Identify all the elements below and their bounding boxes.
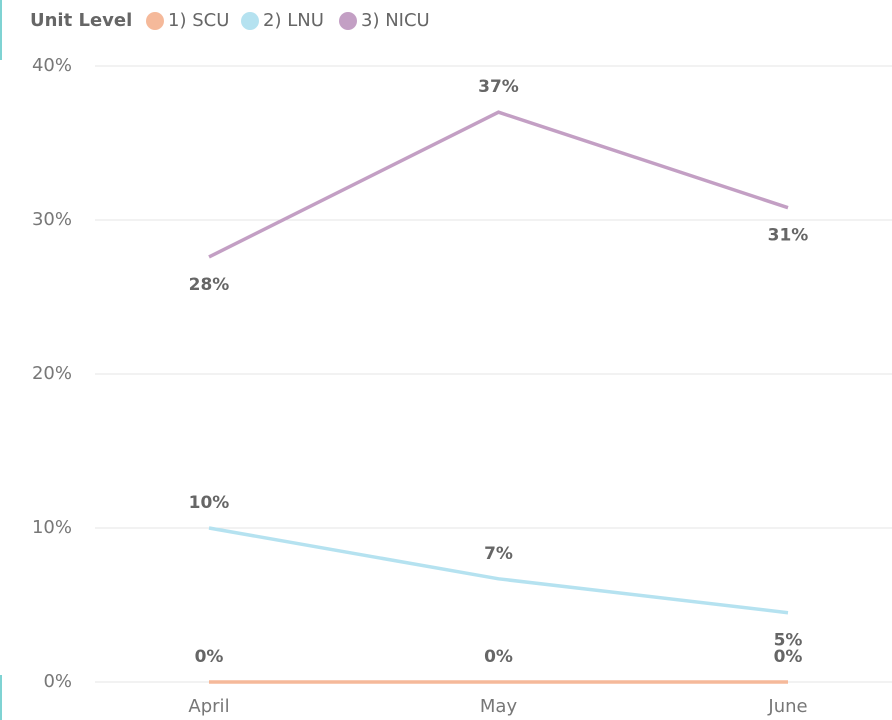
y-tick-label: 10% xyxy=(32,517,72,538)
legend-label: 1) SCU xyxy=(168,10,229,31)
data-label: 37% xyxy=(478,77,519,97)
data-label: 5% xyxy=(774,631,803,651)
y-tick-label: 0% xyxy=(43,671,72,692)
data-label: 28% xyxy=(189,275,230,295)
legend-marker xyxy=(241,12,259,30)
data-label: 31% xyxy=(768,226,809,246)
series-line xyxy=(208,110,789,259)
x-tick-label: April xyxy=(188,696,229,717)
series-line xyxy=(208,526,789,615)
y-tick-label: 40% xyxy=(32,55,72,76)
y-tick-label: 30% xyxy=(32,209,72,230)
legend-marker xyxy=(146,12,164,30)
data-label: 10% xyxy=(189,493,230,513)
legend-title: Unit Level xyxy=(30,10,132,31)
data-label: 0% xyxy=(484,647,513,667)
data-label: 0% xyxy=(774,647,803,667)
y-tick-label: 20% xyxy=(32,363,72,384)
legend-marker xyxy=(339,12,357,30)
x-tick-label: May xyxy=(480,696,518,717)
data-label: 0% xyxy=(195,647,224,667)
legend-label: 3) NICU xyxy=(361,10,430,31)
data-label: 7% xyxy=(484,544,513,564)
legend-label: 2) LNU xyxy=(263,10,324,31)
x-tick-label: June xyxy=(767,696,807,717)
